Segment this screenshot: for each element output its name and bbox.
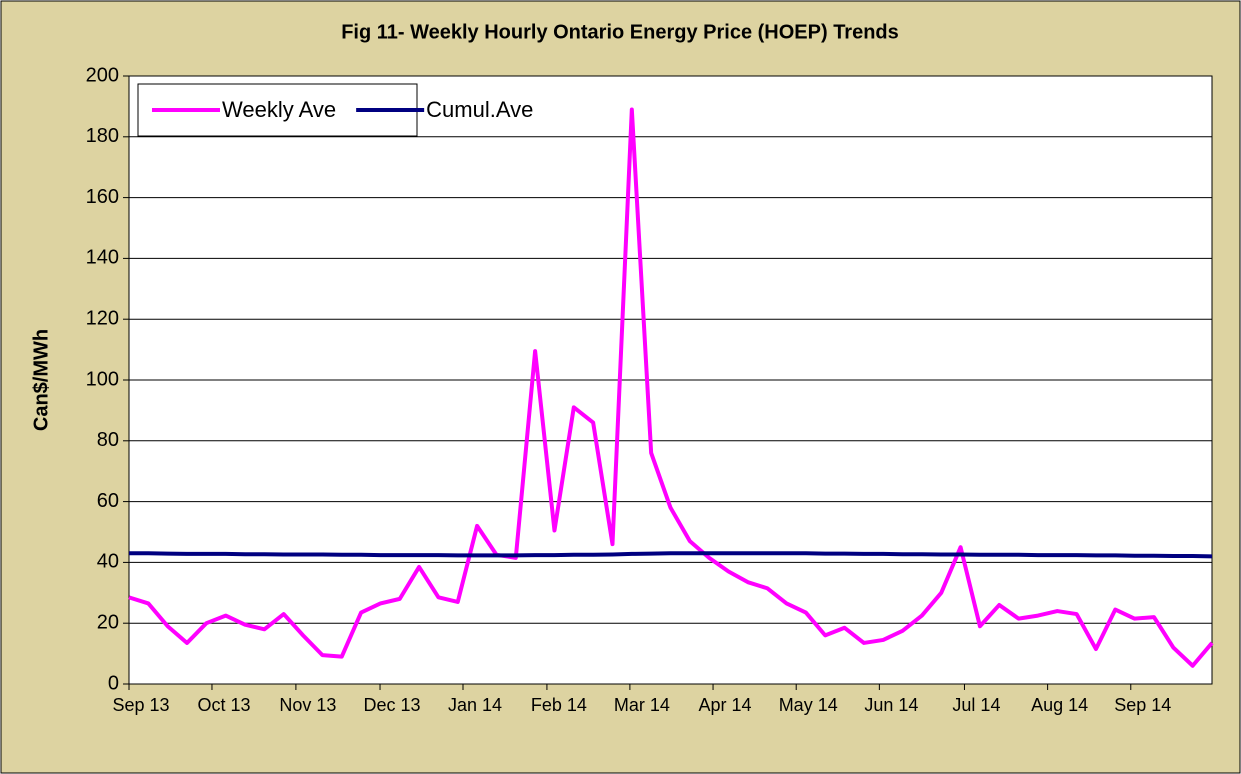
y-tick-label: 60 xyxy=(97,490,119,512)
x-tick-label: Jul 14 xyxy=(952,695,1000,715)
x-tick-label: Feb 14 xyxy=(531,695,587,715)
x-tick-label: Apr 14 xyxy=(699,695,752,715)
y-tick-label: 140 xyxy=(86,247,119,269)
series-line xyxy=(129,551,1213,559)
x-tick-label: May 14 xyxy=(779,695,838,715)
x-tick-label: Jan 14 xyxy=(448,695,502,715)
y-tick-label: 80 xyxy=(97,429,119,451)
chart-title: Fig 11- Weekly Hourly Ontario Energy Pri… xyxy=(341,21,899,43)
x-tick-label: Jun 14 xyxy=(864,695,918,715)
x-tick-label: Nov 13 xyxy=(279,695,336,715)
x-tick-label: Oct 13 xyxy=(197,695,250,715)
series-line xyxy=(128,107,1214,668)
y-tick-label: 20 xyxy=(97,611,119,633)
y-tick-label: 200 xyxy=(86,64,119,86)
x-tick-label: Sep 14 xyxy=(1114,695,1171,715)
y-tick-label: 100 xyxy=(86,368,119,390)
y-tick-label: 0 xyxy=(108,672,119,694)
y-axis-label: Can$/MWh xyxy=(30,329,52,431)
y-tick-label: 120 xyxy=(86,307,119,329)
x-tick-label: Dec 13 xyxy=(364,695,421,715)
x-tick-label: Aug 14 xyxy=(1031,695,1088,715)
x-tick-label: Sep 13 xyxy=(112,695,169,715)
legend-label: Cumul.Ave xyxy=(426,97,533,122)
x-tick-label: Mar 14 xyxy=(614,695,670,715)
y-tick-label: 180 xyxy=(86,125,119,147)
y-tick-label: 40 xyxy=(97,551,119,573)
y-tick-label: 160 xyxy=(86,186,119,208)
legend-label: Weekly Ave xyxy=(222,97,336,122)
